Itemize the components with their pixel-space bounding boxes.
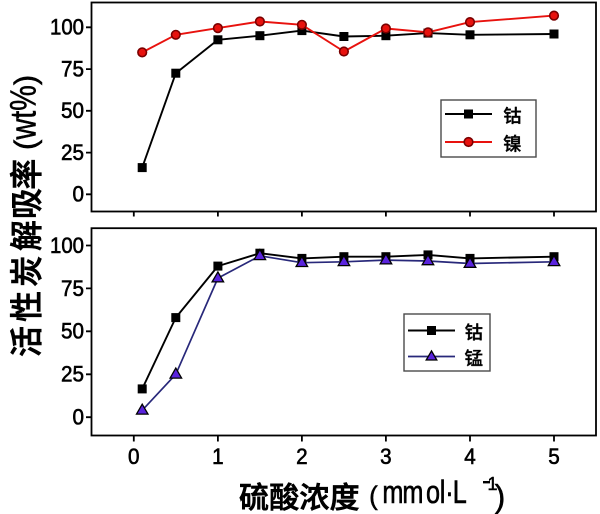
svg-text:25: 25 — [61, 140, 84, 165]
svg-text:3: 3 — [380, 444, 392, 469]
svg-text:m: m — [382, 475, 403, 511]
svg-text:1: 1 — [212, 444, 224, 469]
svg-text:4: 4 — [464, 444, 476, 469]
svg-text:5: 5 — [548, 444, 560, 469]
svg-text:0: 0 — [73, 405, 85, 430]
svg-text:wt%: wt% — [2, 85, 43, 140]
svg-text:L: L — [453, 475, 467, 511]
svg-text:o: o — [426, 475, 440, 511]
svg-text:1: 1 — [488, 474, 498, 494]
svg-text:): ) — [8, 75, 43, 85]
svg-text:0: 0 — [73, 182, 85, 207]
svg-text:·: · — [445, 475, 453, 511]
svg-text:100: 100 — [50, 233, 84, 258]
svg-text:): ) — [495, 479, 506, 514]
svg-text:100: 100 — [50, 15, 84, 40]
svg-text:l: l — [440, 475, 446, 511]
svg-text:(: ( — [369, 480, 378, 510]
svg-text:75: 75 — [61, 276, 84, 301]
svg-text:0: 0 — [128, 444, 140, 469]
svg-text:m: m — [402, 475, 423, 511]
svg-text:(: ( — [8, 139, 43, 150]
svg-text:2: 2 — [296, 444, 308, 469]
svg-text:25: 25 — [61, 362, 84, 387]
svg-text:50: 50 — [61, 319, 84, 344]
svg-text:75: 75 — [61, 57, 84, 82]
svg-text:50: 50 — [61, 98, 84, 123]
